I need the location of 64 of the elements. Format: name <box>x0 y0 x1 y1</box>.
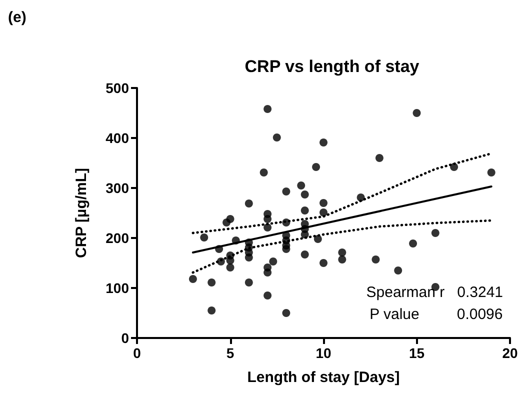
y-tick-label: 500 <box>106 80 130 96</box>
x-tick-label: 5 <box>226 345 234 361</box>
annotation: Spearman r 0.3241 <box>366 284 504 301</box>
point <box>487 168 496 176</box>
y-tick-label: 300 <box>106 180 130 196</box>
y-axis-title: CRP [µg/mL] <box>73 168 90 258</box>
point <box>300 250 309 258</box>
y-tick-label: 100 <box>106 280 130 296</box>
point <box>282 309 290 317</box>
point <box>215 245 224 253</box>
point <box>394 266 402 274</box>
point <box>226 256 234 264</box>
point <box>222 218 231 226</box>
point <box>200 234 208 242</box>
point <box>320 208 328 216</box>
point <box>282 245 290 253</box>
point <box>264 105 272 113</box>
point <box>412 109 421 117</box>
point <box>300 230 309 238</box>
point <box>300 190 309 198</box>
point <box>264 292 272 300</box>
point <box>232 236 240 244</box>
point <box>338 248 346 256</box>
point <box>338 256 346 264</box>
x-axis-title: Length of stay [Days] <box>247 369 400 386</box>
point <box>282 218 290 226</box>
point <box>264 215 272 223</box>
point <box>244 278 253 286</box>
point <box>260 168 268 176</box>
x-tick-label: 0 <box>133 345 142 361</box>
text: (e) <box>8 9 26 26</box>
point <box>450 163 458 171</box>
point <box>320 259 328 267</box>
point <box>409 240 418 248</box>
x-tick-label: 15 <box>408 345 425 361</box>
point <box>320 138 328 146</box>
point <box>264 224 272 232</box>
point <box>208 278 216 286</box>
point <box>297 182 306 190</box>
point <box>300 206 309 214</box>
x-tick-label: 20 <box>502 345 518 361</box>
point <box>226 264 234 272</box>
point <box>314 235 322 243</box>
point <box>320 199 328 207</box>
point <box>244 200 253 208</box>
point <box>264 268 272 276</box>
point <box>356 194 365 202</box>
point <box>188 275 197 283</box>
y-tick-label: 0 <box>121 330 130 346</box>
y-tick-label: 400 <box>106 130 130 146</box>
point <box>282 188 290 196</box>
point <box>312 163 320 171</box>
point <box>372 256 380 264</box>
point <box>431 229 440 237</box>
y-tick-label: 200 <box>106 230 130 246</box>
point <box>208 306 216 314</box>
point <box>272 134 281 142</box>
point <box>269 258 278 266</box>
point <box>244 254 253 262</box>
x-tick-label: 10 <box>316 345 332 361</box>
chart-title: CRP vs length of stay <box>244 57 420 76</box>
point <box>375 154 384 162</box>
annotation: P value 0.0096 <box>370 306 503 323</box>
point <box>216 258 225 266</box>
